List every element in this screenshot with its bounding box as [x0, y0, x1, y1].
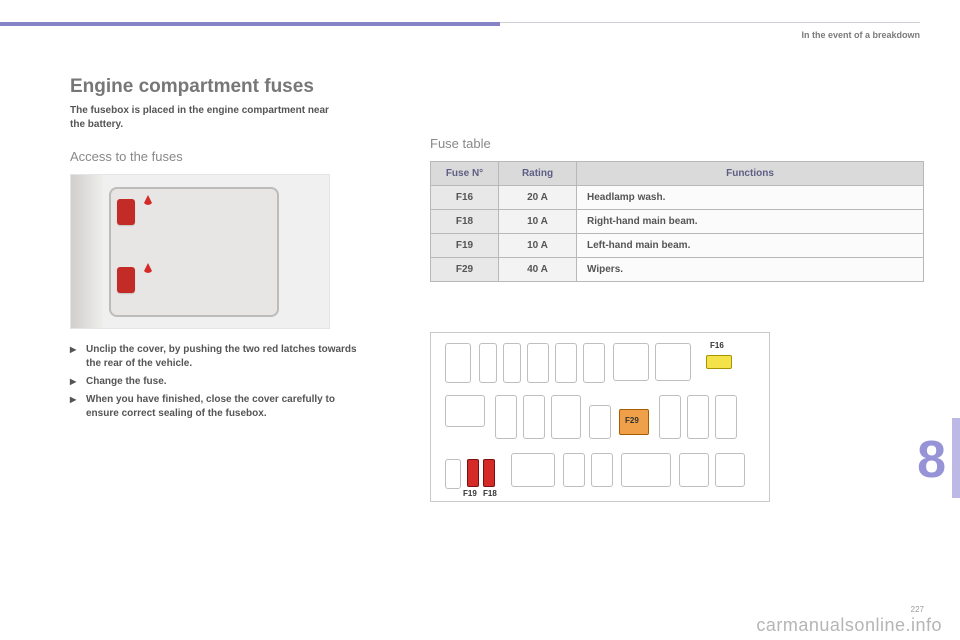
fusebox-diagram: F16 F29 F19 F18: [430, 332, 770, 502]
watermark: carmanualsonline.info: [756, 615, 942, 636]
fuse-slot: [591, 453, 613, 487]
steps-list: Unclip the cover, by pushing the two red…: [70, 343, 360, 421]
table-row: F29 40 A Wipers.: [431, 258, 924, 282]
table-row: F16 20 A Headlamp wash.: [431, 186, 924, 210]
page-number: 227: [911, 605, 924, 614]
fuse-slot: [495, 395, 517, 439]
subsection-title: Access to the fuses: [70, 149, 400, 164]
fuse-slot: [659, 395, 681, 439]
fuse-f16-icon: [706, 355, 732, 369]
fuse-label-f16: F16: [710, 341, 724, 350]
latch-icon: [117, 267, 135, 293]
fuse-slot: [511, 453, 555, 487]
fuse-slot: [655, 343, 691, 381]
cell-fuse-n: F19: [431, 234, 499, 258]
fuse-slot: [613, 343, 649, 381]
col-header-rating: Rating: [499, 162, 577, 186]
fuse-slot: [583, 343, 605, 383]
fuse-slot: [527, 343, 549, 383]
fuse-slot: [589, 405, 611, 439]
fuse-label-f18: F18: [483, 489, 497, 498]
step-item: Unclip the cover, by pushing the two red…: [70, 343, 360, 371]
cell-fuse-n: F16: [431, 186, 499, 210]
fuse-slot: [563, 453, 585, 487]
fuse-slot: [551, 395, 581, 439]
right-column: Fuse table Fuse N° Rating Functions F16 …: [430, 136, 924, 502]
cell-function: Wipers.: [577, 258, 924, 282]
cell-function: Left-hand main beam.: [577, 234, 924, 258]
intro-text: The fusebox is placed in the engine comp…: [70, 104, 330, 131]
fuse-slot: [715, 395, 737, 439]
header-rule: [0, 22, 500, 26]
header-rule-light: [500, 22, 920, 23]
left-column: Engine compartment fuses The fusebox is …: [70, 76, 400, 425]
arrow-up-icon: [143, 195, 153, 205]
table-row: F19 10 A Left-hand main beam.: [431, 234, 924, 258]
step-item: When you have finished, close the cover …: [70, 393, 360, 421]
step-item: Change the fuse.: [70, 375, 360, 389]
table-row: F18 10 A Right-hand main beam.: [431, 210, 924, 234]
col-header-fuse: Fuse N°: [431, 162, 499, 186]
fuse-label-f19: F19: [463, 489, 477, 498]
fuse-slot: [687, 395, 709, 439]
cell-fuse-n: F18: [431, 210, 499, 234]
fuse-f18-icon: [483, 459, 495, 487]
fuse-slot: [679, 453, 709, 487]
fuse-slot: [503, 343, 521, 383]
fuse-slot: [715, 453, 745, 487]
fuse-slot: [555, 343, 577, 383]
latch-icon: [117, 199, 135, 225]
cell-rating: 20 A: [499, 186, 577, 210]
fuse-slot: [523, 395, 545, 439]
cell-fuse-n: F29: [431, 258, 499, 282]
cell-function: Right-hand main beam.: [577, 210, 924, 234]
section-title: Engine compartment fuses: [70, 76, 400, 98]
cell-function: Headlamp wash.: [577, 186, 924, 210]
fuse-table: Fuse N° Rating Functions F16 20 A Headla…: [430, 161, 924, 282]
fuse-table-title: Fuse table: [430, 136, 924, 151]
fuse-slot: [445, 343, 471, 383]
arrow-up-icon: [143, 263, 153, 273]
cell-rating: 10 A: [499, 210, 577, 234]
fuse-slot: [479, 343, 497, 383]
chapter-label: In the event of a breakdown: [801, 30, 920, 40]
col-header-functions: Functions: [577, 162, 924, 186]
cell-rating: 10 A: [499, 234, 577, 258]
fuse-slot: [621, 453, 671, 487]
content: Engine compartment fuses The fusebox is …: [70, 76, 924, 640]
section-tab: [952, 418, 960, 498]
cell-rating: 40 A: [499, 258, 577, 282]
fuse-slot: [445, 395, 485, 427]
fuse-f19-icon: [467, 459, 479, 487]
edge-shadow: [71, 175, 103, 328]
fuse-slot: [445, 459, 461, 489]
section-number: 8: [917, 430, 946, 490]
fuse-label-f29: F29: [625, 416, 639, 425]
fusebox-cover-illustration: [70, 174, 330, 329]
